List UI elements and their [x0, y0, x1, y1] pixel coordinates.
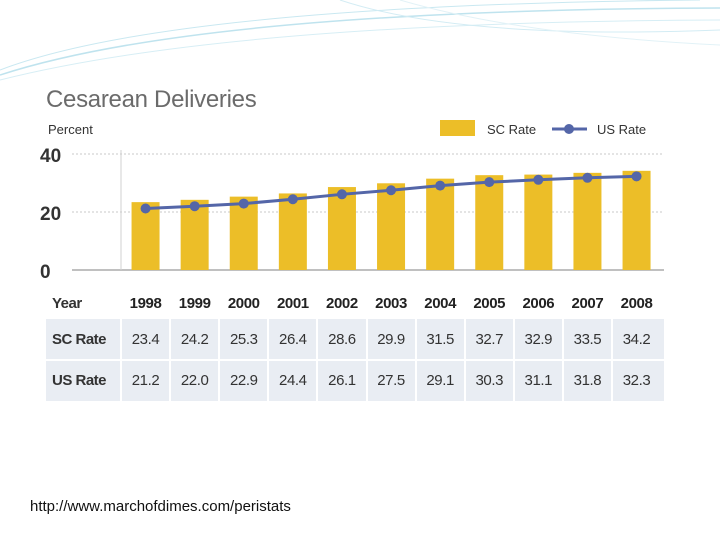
chart-canvas: 0 20 40 [40, 120, 664, 283]
table-band-divider [316, 319, 319, 359]
table-cell-us-rate-2008: 32.3 [622, 372, 651, 389]
point-us-rate-2008 [631, 171, 642, 182]
table-band-divider [365, 319, 368, 359]
table-row-label-sc-rate: SC Rate [52, 331, 107, 348]
table-cell-us-rate-2001: 24.4 [279, 372, 307, 389]
table-cell-us-rate-2006: 31.1 [524, 372, 553, 389]
legend-swatch-sc-rate [440, 120, 475, 136]
table-cell-sc-rate-2001: 26.4 [279, 331, 307, 348]
point-us-rate-2003 [386, 185, 397, 196]
point-us-rate-1999 [189, 201, 200, 212]
table-band-divider [414, 361, 417, 401]
table-year-2003: 2003 [375, 295, 407, 312]
bar-sc-rate-2006 [524, 174, 553, 270]
table-band-divider [169, 361, 172, 401]
table-band-divider [512, 361, 515, 401]
point-us-rate-2005 [484, 177, 495, 188]
y-tick-label-40: 40 [40, 146, 61, 167]
table-cell-us-rate-1999: 22.0 [180, 372, 209, 389]
table-cell-us-rate-2005: 30.3 [475, 372, 504, 389]
legend-label-us-rate: US Rate [597, 122, 647, 137]
table-year-1998: 1998 [129, 295, 162, 312]
table-header-year: Year [52, 295, 82, 312]
table-year-2008: 2008 [620, 295, 653, 312]
table-cell-sc-rate-2005: 32.7 [475, 331, 504, 348]
table-cell-sc-rate-2008: 34.2 [622, 331, 651, 348]
source-url: http://www.marchofdimes.com/peristats [30, 498, 291, 515]
table-year-1999: 1999 [178, 295, 211, 312]
bar-sc-rate-2005 [475, 175, 504, 270]
table-year-2007: 2007 [571, 295, 604, 312]
table-band-divider [120, 319, 122, 359]
table-row-label-us-rate: US Rate [52, 372, 107, 389]
table-cell-sc-rate-2006: 32.9 [524, 331, 553, 348]
table-band-divider [316, 361, 319, 401]
table-year-2006: 2006 [522, 295, 555, 312]
chart-title: Cesarean Deliveries [46, 86, 257, 113]
table-cell-us-rate-2002: 26.1 [328, 372, 356, 389]
table-band-divider [365, 361, 368, 401]
bar-sc-rate-2004 [426, 178, 455, 270]
table-cell-sc-rate-2000: 25.3 [229, 331, 258, 348]
table-year-2000: 2000 [227, 295, 260, 312]
table-cell-sc-rate-2003: 29.9 [377, 331, 405, 348]
table-cell-us-rate-2000: 22.9 [229, 372, 258, 389]
legend-swatch-us-rate-marker [564, 124, 574, 134]
bar-sc-rate-2002 [327, 187, 356, 270]
point-us-rate-2001 [287, 194, 298, 205]
point-us-rate-2000 [238, 198, 249, 209]
table-band-divider [561, 361, 564, 401]
point-us-rate-1998 [140, 203, 151, 214]
table-cell-sc-rate-2004: 31.5 [426, 331, 454, 348]
table-cell-sc-rate-1998: 23.4 [131, 331, 160, 348]
y-tick-label-20: 20 [40, 204, 61, 225]
table-cell-us-rate-2004: 29.1 [426, 372, 454, 389]
bar-sc-rate-1999 [180, 199, 209, 270]
table-band-divider [611, 361, 613, 401]
table-cell-sc-rate-1999: 24.2 [180, 331, 209, 348]
table-band-us-rate [46, 361, 664, 401]
table-cell-us-rate-2003: 27.5 [377, 372, 405, 389]
table-band-divider [267, 319, 270, 359]
table-band-divider [414, 319, 417, 359]
bar-sc-rate-2001 [278, 193, 307, 270]
table-band-divider [218, 361, 221, 401]
table-band-sc-rate [46, 319, 664, 359]
table-band-divider [611, 319, 613, 359]
y-axis-label: Percent [48, 122, 93, 137]
table-band-divider [120, 361, 122, 401]
table-cell-sc-rate-2007: 33.5 [573, 331, 602, 348]
table-cell-us-rate-2007: 31.8 [573, 372, 602, 389]
table-band-divider [267, 361, 270, 401]
bar-sc-rate-2003 [377, 183, 406, 270]
table-year-2001: 2001 [276, 295, 309, 312]
bar-sc-rate-2008 [622, 170, 651, 270]
point-us-rate-2006 [533, 174, 544, 185]
legend-label-sc-rate: SC Rate [487, 122, 537, 137]
table-band-divider [218, 319, 221, 359]
table-cell-us-rate-1998: 21.2 [131, 372, 160, 389]
table-band-divider [169, 319, 172, 359]
table-year-2002: 2002 [326, 295, 358, 312]
table-band-divider [463, 319, 466, 359]
table-cell-sc-rate-2002: 28.6 [328, 331, 356, 348]
y-tick-label-0: 0 [40, 262, 51, 283]
table-year-2005: 2005 [473, 295, 506, 312]
bar-sc-rate-2000 [229, 196, 258, 270]
point-us-rate-2002 [336, 189, 347, 200]
table-band-divider [561, 319, 564, 359]
table-band-divider [512, 319, 515, 359]
table-year-2004: 2004 [424, 295, 457, 312]
point-us-rate-2007 [582, 172, 593, 183]
table-band-divider [463, 361, 466, 401]
bar-sc-rate-2007 [573, 172, 602, 270]
point-us-rate-2004 [435, 180, 446, 191]
decorative-waves [0, 0, 720, 81]
